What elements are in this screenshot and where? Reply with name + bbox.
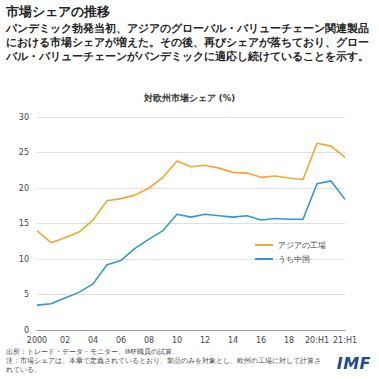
svg-text:12: 12	[200, 336, 210, 345]
svg-text:14: 14	[228, 336, 238, 345]
svg-text:06: 06	[116, 336, 126, 345]
svg-text:10: 10	[172, 336, 182, 345]
svg-text:18: 18	[284, 336, 294, 345]
svg-text:アジアの工場: アジアの工場	[278, 241, 326, 250]
svg-text:うち中国: うち中国	[278, 255, 310, 264]
svg-text:25: 25	[19, 148, 29, 157]
html-text:注：市場シェアは、本章で定義されているとおり、製品のみを対象: 注：市場シェアは、本章で定義されているとおり、製品のみを対象とし、欧州の工場に対…	[6, 357, 321, 374]
svg-text:21:H1: 21:H1	[333, 336, 357, 345]
svg-text:15: 15	[19, 219, 29, 228]
svg-text:10: 10	[19, 255, 29, 264]
svg-text:20:H1: 20:H1	[305, 336, 329, 345]
svg-text:08: 08	[144, 336, 154, 345]
svg-text:対欧州市場シェア (%): 対欧州市場シェア (%)	[143, 93, 235, 103]
svg-text:02: 02	[60, 336, 70, 345]
svg-text:5: 5	[24, 290, 29, 299]
svg-text:04: 04	[88, 336, 98, 345]
svg-text:16: 16	[256, 336, 266, 345]
html-text:出所：トレード・データ・モニター、IMF職員の試算。: 出所：トレード・データ・モニター、IMF職員の試算。	[6, 348, 180, 356]
svg-text:2000: 2000	[27, 336, 47, 345]
svg-text:30: 30	[19, 113, 29, 122]
html-text:IMF: IMF	[336, 354, 371, 373]
svg-text:20: 20	[19, 184, 29, 193]
svg-text:0: 0	[24, 326, 29, 335]
html-text:パンデミック勃発当初、アジアのグローバル・バリューチェーン関: パンデミック勃発当初、アジアのグローバル・バリューチェーン関連製品における市場シ…	[6, 22, 369, 62]
html-text:市場シェアの推移: 市場シェアの推移	[6, 4, 110, 19]
